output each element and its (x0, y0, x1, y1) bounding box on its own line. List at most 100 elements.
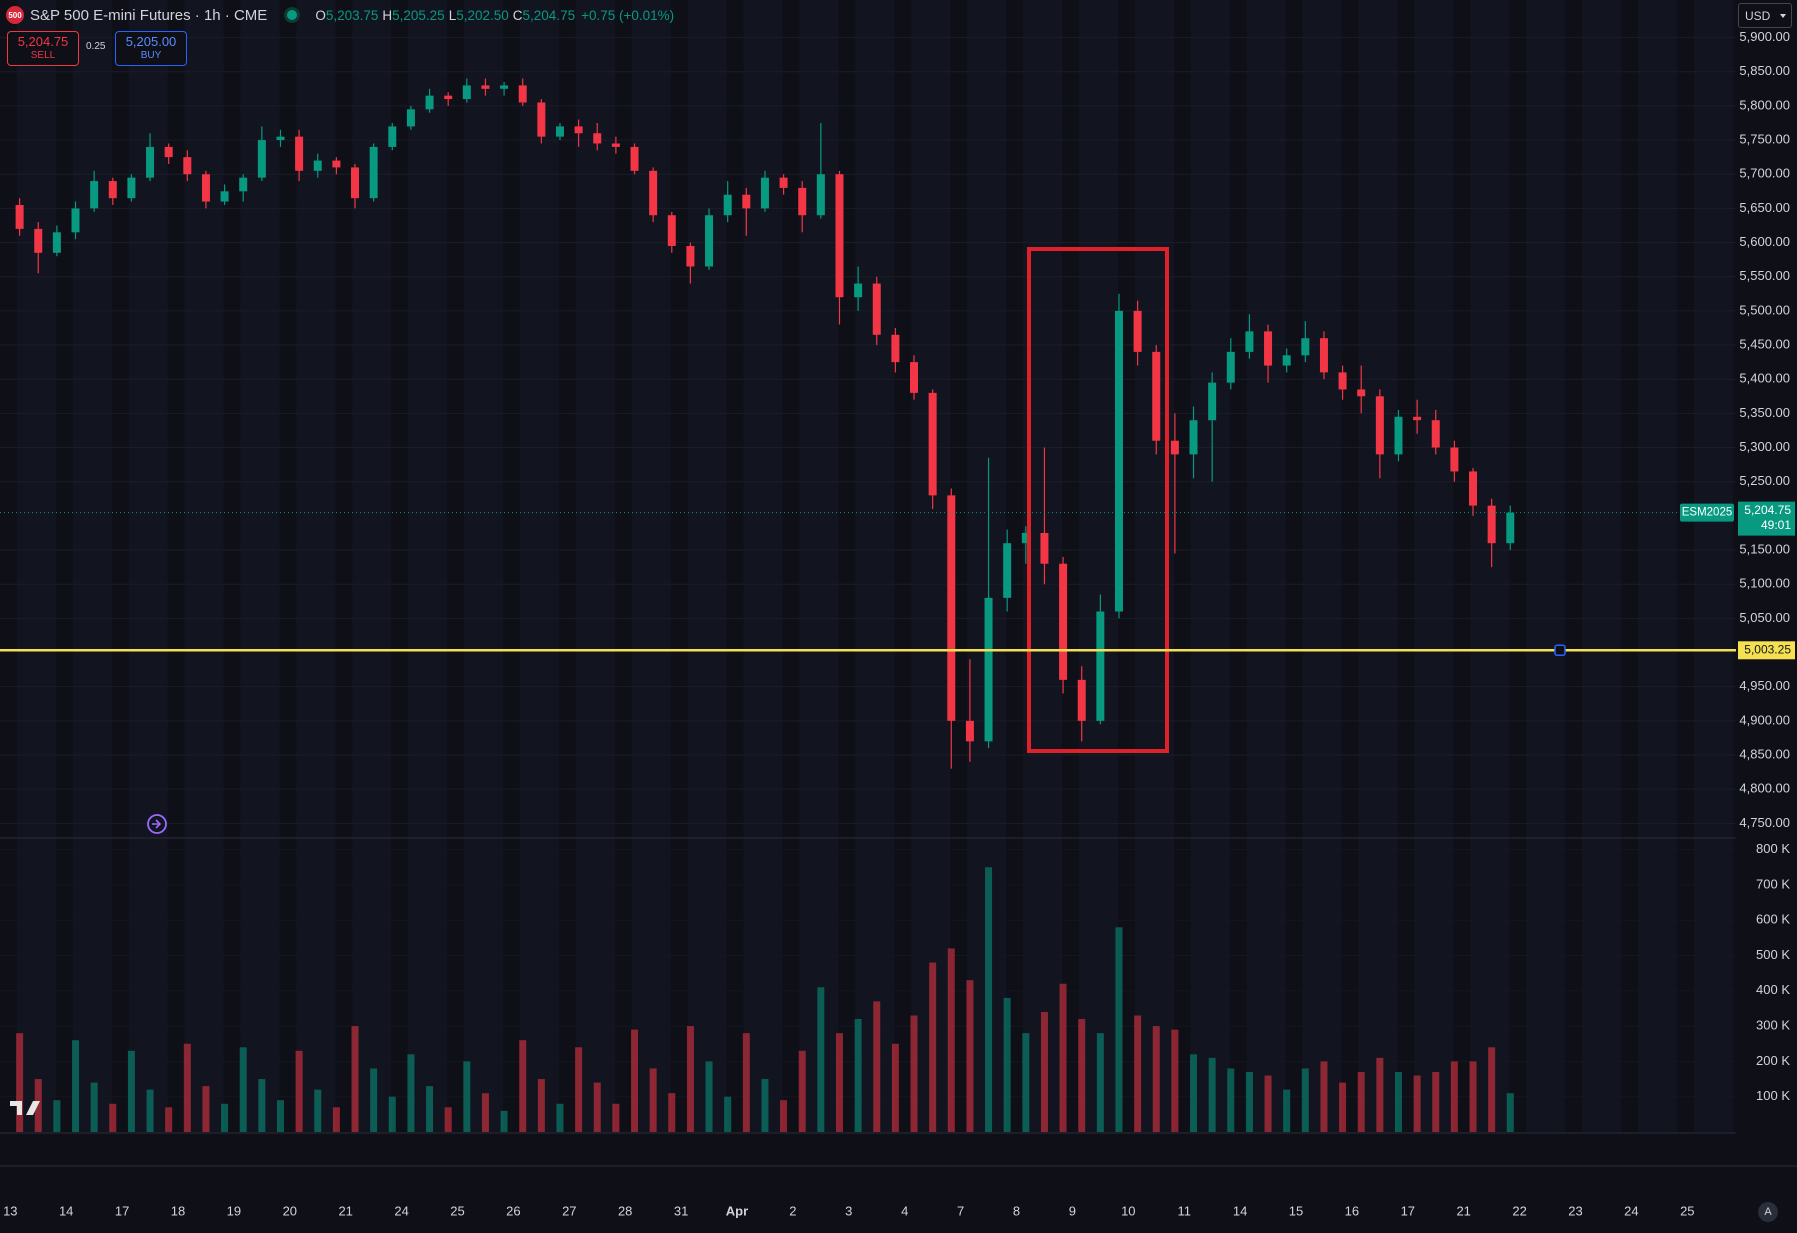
candle-body (854, 283, 863, 298)
candle-body (816, 174, 825, 216)
candle-body (798, 187, 807, 216)
x-tick-label: 15 (1289, 1203, 1303, 1218)
x-tick-label: 28 (618, 1203, 632, 1218)
x-tick-label: 11 (1177, 1203, 1191, 1218)
y-tick-label: 5,100.00 (1739, 576, 1790, 591)
volume-bar (1208, 1057, 1216, 1132)
candle-body (313, 160, 322, 171)
ohlc-item: O5,203.75 (315, 8, 378, 23)
level-label-box (1738, 641, 1795, 660)
volume-bar (966, 980, 974, 1132)
x-tick-label: 14 (59, 1203, 73, 1218)
y-tick-label: 4,950.00 (1739, 678, 1790, 693)
contract-label-box (1680, 503, 1734, 522)
symbol-icon: 500 (6, 6, 24, 24)
volume-bar (519, 1040, 527, 1132)
session-band (1470, 0, 1510, 1132)
sell-button[interactable]: 5,204.75 SELL (7, 31, 79, 66)
volume-bar (426, 1086, 434, 1132)
buy-label: BUY (140, 49, 162, 61)
market-status (287, 10, 298, 20)
auto-scale-label: A (1764, 1206, 1772, 1218)
session-band (1078, 0, 1119, 1132)
x-tick-label: 7 (957, 1203, 964, 1218)
candle-body (984, 597, 993, 742)
candle-body (891, 334, 900, 363)
volume-bar (1078, 1019, 1086, 1132)
buy-button[interactable]: 5,205.00 BUY (115, 31, 187, 66)
candle-body (201, 174, 210, 202)
candle-body (1021, 532, 1030, 544)
replay-icon-arrow (152, 819, 162, 829)
volume-bar (1022, 1033, 1030, 1132)
replay-icon[interactable] (147, 814, 167, 834)
level-handle[interactable] (1554, 644, 1566, 657)
candle-body (742, 194, 751, 209)
volume-bar (295, 1050, 303, 1132)
volume-bar (1040, 1011, 1048, 1132)
candle-body (686, 245, 695, 267)
candle-body (1245, 331, 1254, 352)
volume-bar (985, 867, 993, 1132)
y-tick-label: 4,900.00 (1739, 712, 1790, 727)
ohlc-value: 5,203.75 (325, 7, 379, 23)
currency-select[interactable]: USD (1738, 3, 1792, 28)
candle-body (332, 160, 341, 168)
chart-title[interactable]: S&P 500 E-mini Futures · 1h · CME (30, 6, 268, 24)
candle-body (462, 85, 471, 100)
ohlc-key: L (448, 7, 457, 23)
session-band (408, 0, 448, 1132)
y-tick-label: 5,850.00 (1739, 63, 1790, 78)
volume-bar (1171, 1029, 1179, 1132)
y-tick-label: 5,700.00 (1739, 166, 1790, 181)
volume-bar (1301, 1068, 1309, 1132)
candle-body (15, 204, 24, 229)
volume-bar (351, 1026, 359, 1132)
x-tick-label: 14 (1233, 1203, 1247, 1218)
volume-bar (276, 1100, 284, 1132)
x-tick-label: 16 (1345, 1203, 1359, 1218)
volume-bar (221, 1103, 229, 1132)
x-tick-label: 20 (283, 1203, 297, 1218)
x-tick-label: 24 (1624, 1203, 1638, 1218)
auto-scale-button[interactable] (1758, 1202, 1778, 1222)
candle-body (1208, 382, 1217, 421)
volume-tick-label: 300 K (1756, 1018, 1790, 1033)
volume-bar (1506, 1093, 1514, 1132)
volume-bar (835, 1033, 843, 1132)
session-background (16, 0, 1733, 1132)
session-band (1414, 0, 1454, 1132)
session-band (1693, 0, 1733, 1132)
x-tick-label: 22 (1512, 1203, 1526, 1218)
candle-body (444, 95, 453, 100)
volume-bar (1488, 1047, 1496, 1132)
x-tick-label: 9 (1069, 1203, 1076, 1218)
candle-body (705, 215, 714, 267)
candle-body (388, 126, 397, 147)
volume-bar (742, 1033, 750, 1132)
volume-tick-label: 400 K (1756, 982, 1790, 997)
session-band (911, 0, 951, 1132)
volume-bar (612, 1103, 620, 1132)
candle-body (537, 102, 546, 137)
volume-bar (929, 962, 937, 1132)
volume-bar (370, 1068, 378, 1132)
candle-body (1189, 420, 1198, 455)
x-tick-label: 21 (1456, 1203, 1470, 1218)
candle-body (369, 146, 378, 199)
volume-bar (817, 987, 825, 1132)
y-tick-label: 4,850.00 (1739, 746, 1790, 761)
candle-body (164, 146, 173, 158)
ohlc-value: 5,202.50 (456, 7, 509, 23)
ohlc-key: C (512, 7, 523, 23)
candle-body (1394, 416, 1403, 455)
volume-bar (481, 1093, 489, 1132)
candle-body (1059, 563, 1068, 680)
candle-body (1487, 505, 1496, 544)
ohlc-item: C5,204.75 (513, 8, 575, 23)
volume-bar (1432, 1071, 1440, 1132)
candle-body (257, 140, 266, 178)
last-price-label: 5,204.75 (1744, 503, 1791, 517)
candle-body (1338, 372, 1347, 390)
